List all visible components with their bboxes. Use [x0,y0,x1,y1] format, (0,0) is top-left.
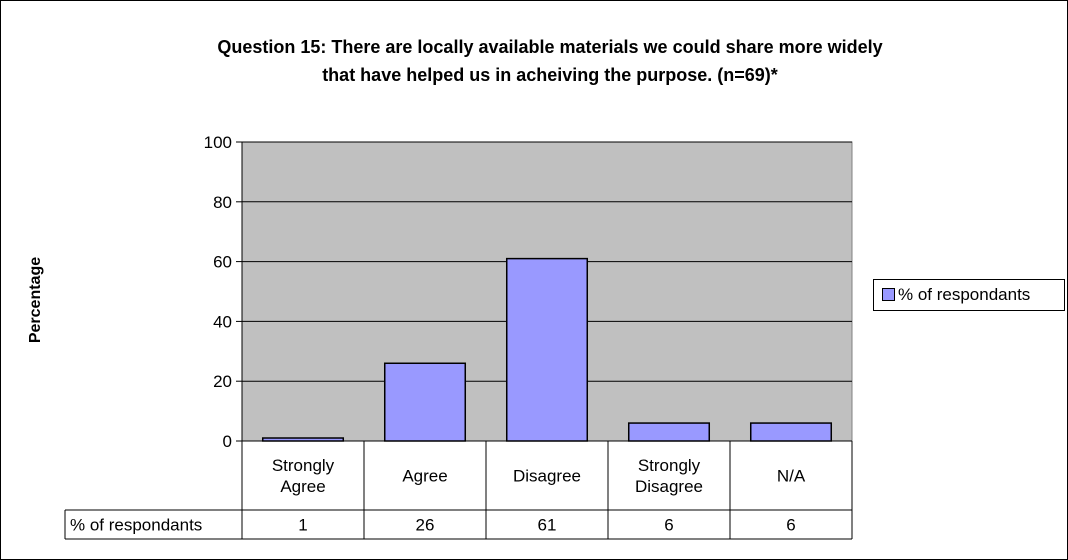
x-category-label: N/A [777,467,806,486]
axes [236,141,243,442]
chart-title-line-2: that have helped us in acheiving the pur… [322,65,778,85]
x-category-label: Disagree [513,467,581,486]
bar [749,422,833,442]
y-tick-label: 20 [213,372,232,391]
y-tick-label: 40 [213,312,232,331]
table-value: 26 [416,516,435,535]
y-tick-label: 100 [204,133,232,152]
legend-swatch [882,288,895,301]
chart-title-line-1: Question 15: There are locally available… [217,37,883,57]
data-table: Strongly Agree Agree Disagree Strongly Disagr… [64,440,853,540]
legend-label: % of respondants [898,285,1031,304]
table-value: 61 [538,516,557,535]
bar [627,422,711,442]
y-tick-label: 60 [213,253,232,272]
legend: % of respondants [873,279,1065,311]
x-category-label: Agree [402,467,447,486]
y-tick-labels: 0 20 40 60 80 100 [204,133,232,451]
y-tick-label: 0 [223,432,232,451]
x-category-label: Strongly [272,456,335,475]
y-tick-label: 80 [213,193,232,212]
x-category-label: Disagree [635,477,703,496]
table-row-label: % of respondants [70,516,202,535]
bar [505,257,589,442]
table-value: 6 [786,516,795,535]
bar [383,362,467,442]
x-category-label: Agree [280,477,325,496]
table-value: 1 [298,516,307,535]
x-category-label: Strongly [638,456,701,475]
table-value: 6 [664,516,673,535]
